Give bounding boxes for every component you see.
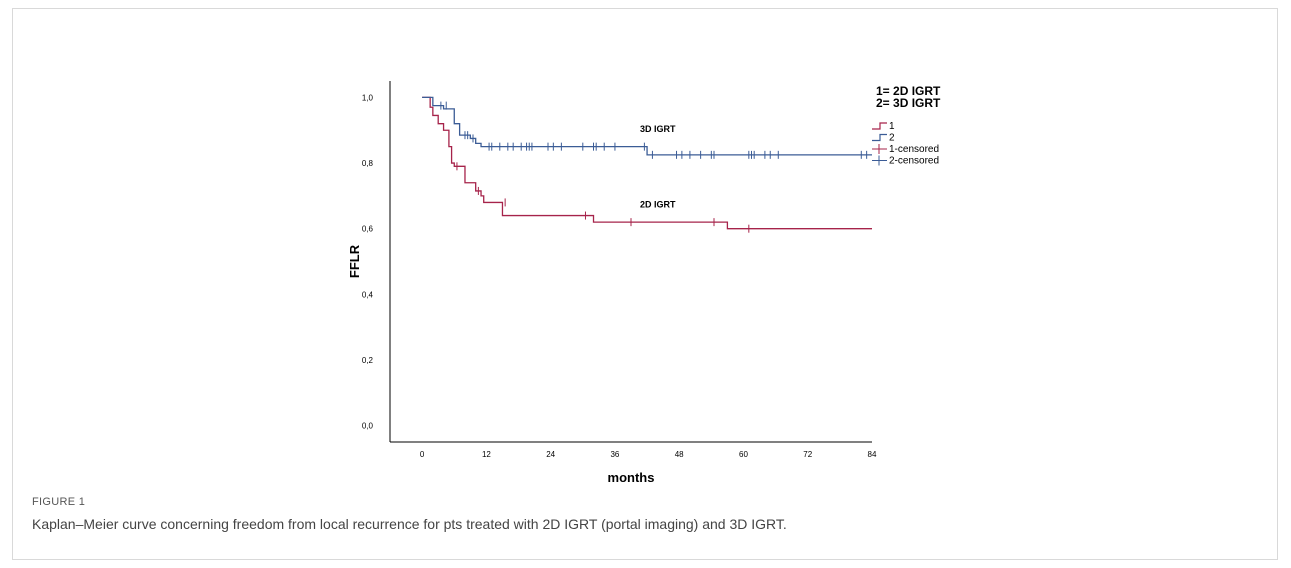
chart-marks: 3D IGRT 2D IGRT <box>422 96 872 233</box>
y-tick-label: 0,0 <box>362 422 374 431</box>
series-1-curve <box>422 96 872 230</box>
legend-entry: 1-censored <box>889 144 939 155</box>
axes: 0 12 24 36 48 60 72 84 0,0 0,2 0,4 0,6 0,8 1,0 months F… <box>347 81 877 485</box>
y-tick-label: 0,2 <box>362 356 374 365</box>
legend-title: 1= 2D IGRT <box>876 84 941 98</box>
figure-caption: Kaplan–Meier curve concerning freedom fr… <box>32 516 787 532</box>
figure-frame <box>12 8 1278 560</box>
y-tick-label: 0,4 <box>362 290 374 299</box>
x-tick-label: 12 <box>482 450 491 459</box>
legend-entry: 2 <box>889 133 895 144</box>
x-axis-title: months <box>608 470 655 485</box>
x-tick-label: 24 <box>546 450 555 459</box>
figure-label: FIGURE 1 <box>32 496 86 508</box>
y-axis-title: FFLR <box>347 244 362 278</box>
y-tick-label: 1,0 <box>362 93 374 102</box>
x-tick-label: 72 <box>803 450 812 459</box>
curve-annotation: 2D IGRT <box>640 199 676 209</box>
y-tick-label: 0,8 <box>362 159 374 168</box>
y-tick-label: 0,6 <box>362 225 374 234</box>
curve-annotation: 3D IGRT <box>640 124 676 134</box>
legend-symbol-2 <box>872 133 887 142</box>
x-tick-label: 48 <box>675 450 684 459</box>
legend-entry: 1 <box>889 121 895 132</box>
legend-title: 2= 3D IGRT <box>876 96 941 110</box>
legend-symbol-1 <box>872 122 887 130</box>
x-tick-label: 84 <box>868 450 877 459</box>
legend-entry: 2-censored <box>889 156 939 167</box>
x-tick-label: 60 <box>739 450 748 459</box>
x-tick-label: 0 <box>420 450 425 459</box>
x-tick-label: 36 <box>610 450 619 459</box>
